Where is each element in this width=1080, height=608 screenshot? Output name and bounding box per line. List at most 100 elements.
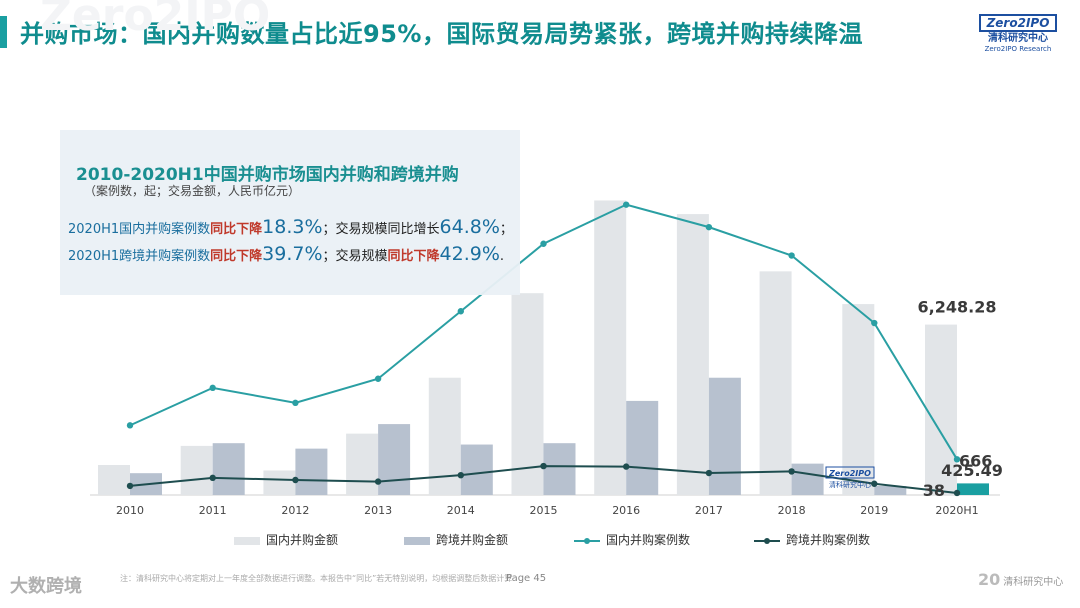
logo-cn: 清科研究中心 (988, 33, 1048, 44)
point-cross-count-2015 (540, 462, 547, 470)
background-watermark: Zero2IPO (40, 0, 270, 41)
point-domestic-count-2020H1 (953, 456, 961, 463)
x-tick-label-2011: 2011 (199, 504, 227, 517)
zero2ipo-logo: Zero2IPO 清科研究中心 Zero2IPO Research (968, 12, 1068, 54)
bar-domestic-amount-2018 (759, 271, 792, 495)
stat1-red: 同比下降 (210, 222, 263, 237)
bar-domestic-amount-2020H1 (925, 324, 957, 495)
stat-line-domestic: 2020H1国内并购案例数同比下降18.3%；交易规模同比增长64.8%； (68, 216, 513, 238)
x-tick-label-2010: 2010 (116, 504, 144, 517)
chart-mini-logo-box (825, 466, 875, 479)
combo-chart: Zero2IPO 2010 2011 2012 2013 2014 2015 2016 2017… (40, 0, 1003, 517)
logo-badge: Zero2IPO (978, 14, 1058, 32)
x-tick-label-2018: 2018 (778, 504, 806, 517)
point-cross-count-2011 (209, 474, 216, 482)
legend-label-cross-count: 跨境并购案例数 (786, 533, 871, 547)
stat2-prefix: 2020H1跨境并购案例数 (68, 249, 211, 264)
bar-cross-amount-2012 (295, 448, 328, 495)
data-label-cross-count: 38 (923, 481, 945, 500)
legend-cross-amount: 跨境并购金额 (404, 531, 508, 548)
point-cross-count-2013 (374, 478, 382, 485)
point-cross-count-2010 (126, 482, 134, 490)
stat2-tail: . (499, 249, 505, 264)
x-tick-label-2020H1: 2020H1 (935, 504, 978, 517)
point-domestic-count-2012 (292, 399, 299, 407)
logo-en: Zero2IPO Research (984, 45, 1052, 53)
stat1-mid: ；交易规模同比增长 (322, 222, 440, 237)
stat2-red2: 同比下降 (387, 249, 440, 264)
legend-label-cross-amount: 跨境并购金额 (436, 533, 509, 547)
bar-cross-amount-2013 (378, 424, 411, 495)
info-box (60, 130, 520, 295)
bar-domestic-amount-2015 (511, 293, 544, 495)
data-label-cross-amount: 425.49 (941, 461, 1003, 480)
footer-brand: 20 清科研究中心 (978, 570, 1063, 589)
point-cross-count-2012 (292, 476, 299, 484)
point-domestic-count-2018 (788, 252, 795, 259)
bar-domestic-amount-2011 (180, 445, 213, 495)
data-label-domestic-count: 666 (959, 451, 992, 470)
bar-domestic-amount-2013 (346, 433, 379, 495)
stat2-big2: 42.9% (439, 243, 500, 265)
chart-mini-logo-badge: Zero2IPO (828, 469, 871, 478)
stat2-red: 同比下降 (210, 249, 263, 264)
page-number: Page 45 (506, 573, 547, 584)
watermark-logo: 大数跨境 (10, 576, 82, 597)
point-cross-count-2017 (705, 469, 713, 477)
title-accent-bar (0, 16, 7, 48)
point-domestic-count-2019 (871, 319, 878, 327)
info-box-subtitle: （案例数，起；交易金额，人民币亿元） (84, 184, 301, 198)
legend-swatch-domestic-amount (234, 536, 260, 545)
legend-domestic-count: 国内并购案例数 (574, 531, 690, 548)
stat2-mid: ；交易规模 (322, 249, 388, 264)
footer-brand-text: 清科研究中心 (1003, 577, 1064, 588)
x-tick-label-2013: 2013 (364, 504, 392, 517)
point-cross-count-2018 (788, 468, 795, 475)
point-cross-count-2020H1 (953, 489, 961, 497)
bar-cross-amount-2015 (543, 443, 576, 495)
legend-domestic-amount: 国内并购金额 (234, 531, 338, 548)
stat2-big: 39.7% (262, 243, 323, 265)
stat1-prefix: 2020H1国内并购案例数 (68, 222, 211, 237)
info-box-title: 2010-2020H1中国并购市场国内并购和跨境并购 (76, 165, 459, 185)
stat1-tail: ； (499, 222, 513, 237)
point-domestic-count-2015 (540, 240, 547, 247)
point-domestic-count-2010 (126, 422, 134, 429)
bar-cross-amount-2018 (791, 463, 824, 495)
x-tick-label-2019: 2019 (860, 504, 888, 517)
bar-domestic-amount-2017 (676, 214, 709, 495)
legend-cross-count: 跨境并购案例数 (754, 531, 870, 548)
bar-cross-amount-2011 (212, 443, 245, 495)
x-tick-label-2016: 2016 (612, 504, 640, 517)
bar-cross-amount-2017 (708, 377, 741, 495)
point-domestic-count-2016 (623, 201, 630, 208)
stat1-big: 18.3% (262, 216, 323, 238)
x-tick-label-2017: 2017 (695, 504, 723, 517)
legend-swatch-cross-amount (404, 536, 430, 545)
stat-line-cross: 2020H1跨境并购案例数同比下降39.7%；交易规模同比下降42.9%. (68, 243, 504, 265)
point-cross-count-2014 (457, 471, 464, 479)
legend-label-domestic-count: 国内并购案例数 (606, 533, 691, 547)
bar-cross-amount-2016 (626, 400, 659, 495)
x-tick-label-2014: 2014 (447, 504, 475, 517)
chart-legend: 国内并购金额 跨境并购金额 国内并购案例数 跨境并购案例数 (0, 531, 1080, 551)
chart-mini-logo-cn: 清科研究中心 (829, 480, 871, 489)
bar-domestic-amount-2012 (263, 470, 296, 495)
footer-brand-mark: 20 (978, 570, 1001, 589)
point-cross-count-2016 (623, 463, 630, 470)
x-tick-label-2015: 2015 (530, 504, 558, 517)
bar-cross-amount-2020H1 (957, 483, 989, 495)
data-label-domestic-amount: 6,248.28 (918, 298, 997, 317)
legend-line-domestic-count (574, 537, 600, 544)
page-title: 并购市场：国内并购数量占比近95%，国际贸易局势紧张，跨境并购持续降温 (20, 20, 863, 48)
bar-cross-amount-2019 (874, 486, 907, 495)
stat1-big2: 64.8% (439, 216, 500, 238)
point-domestic-count-2017 (705, 223, 713, 231)
footer-note: 注：清科研究中心将定期对上一年度全部数据进行调整。本报告中“同比”若无特别说明，… (120, 574, 513, 583)
legend-label-domestic-amount: 国内并购金额 (266, 533, 339, 547)
bar-domestic-amount-2010 (98, 465, 130, 495)
title-bar: 并购市场：国内并购数量占比近95%，国际贸易局势紧张，跨境并购持续降温 Zero… (0, 0, 1080, 60)
bar-domestic-amount-2019 (842, 304, 875, 495)
point-domestic-count-2013 (374, 375, 382, 382)
point-domestic-count-2014 (457, 308, 464, 315)
